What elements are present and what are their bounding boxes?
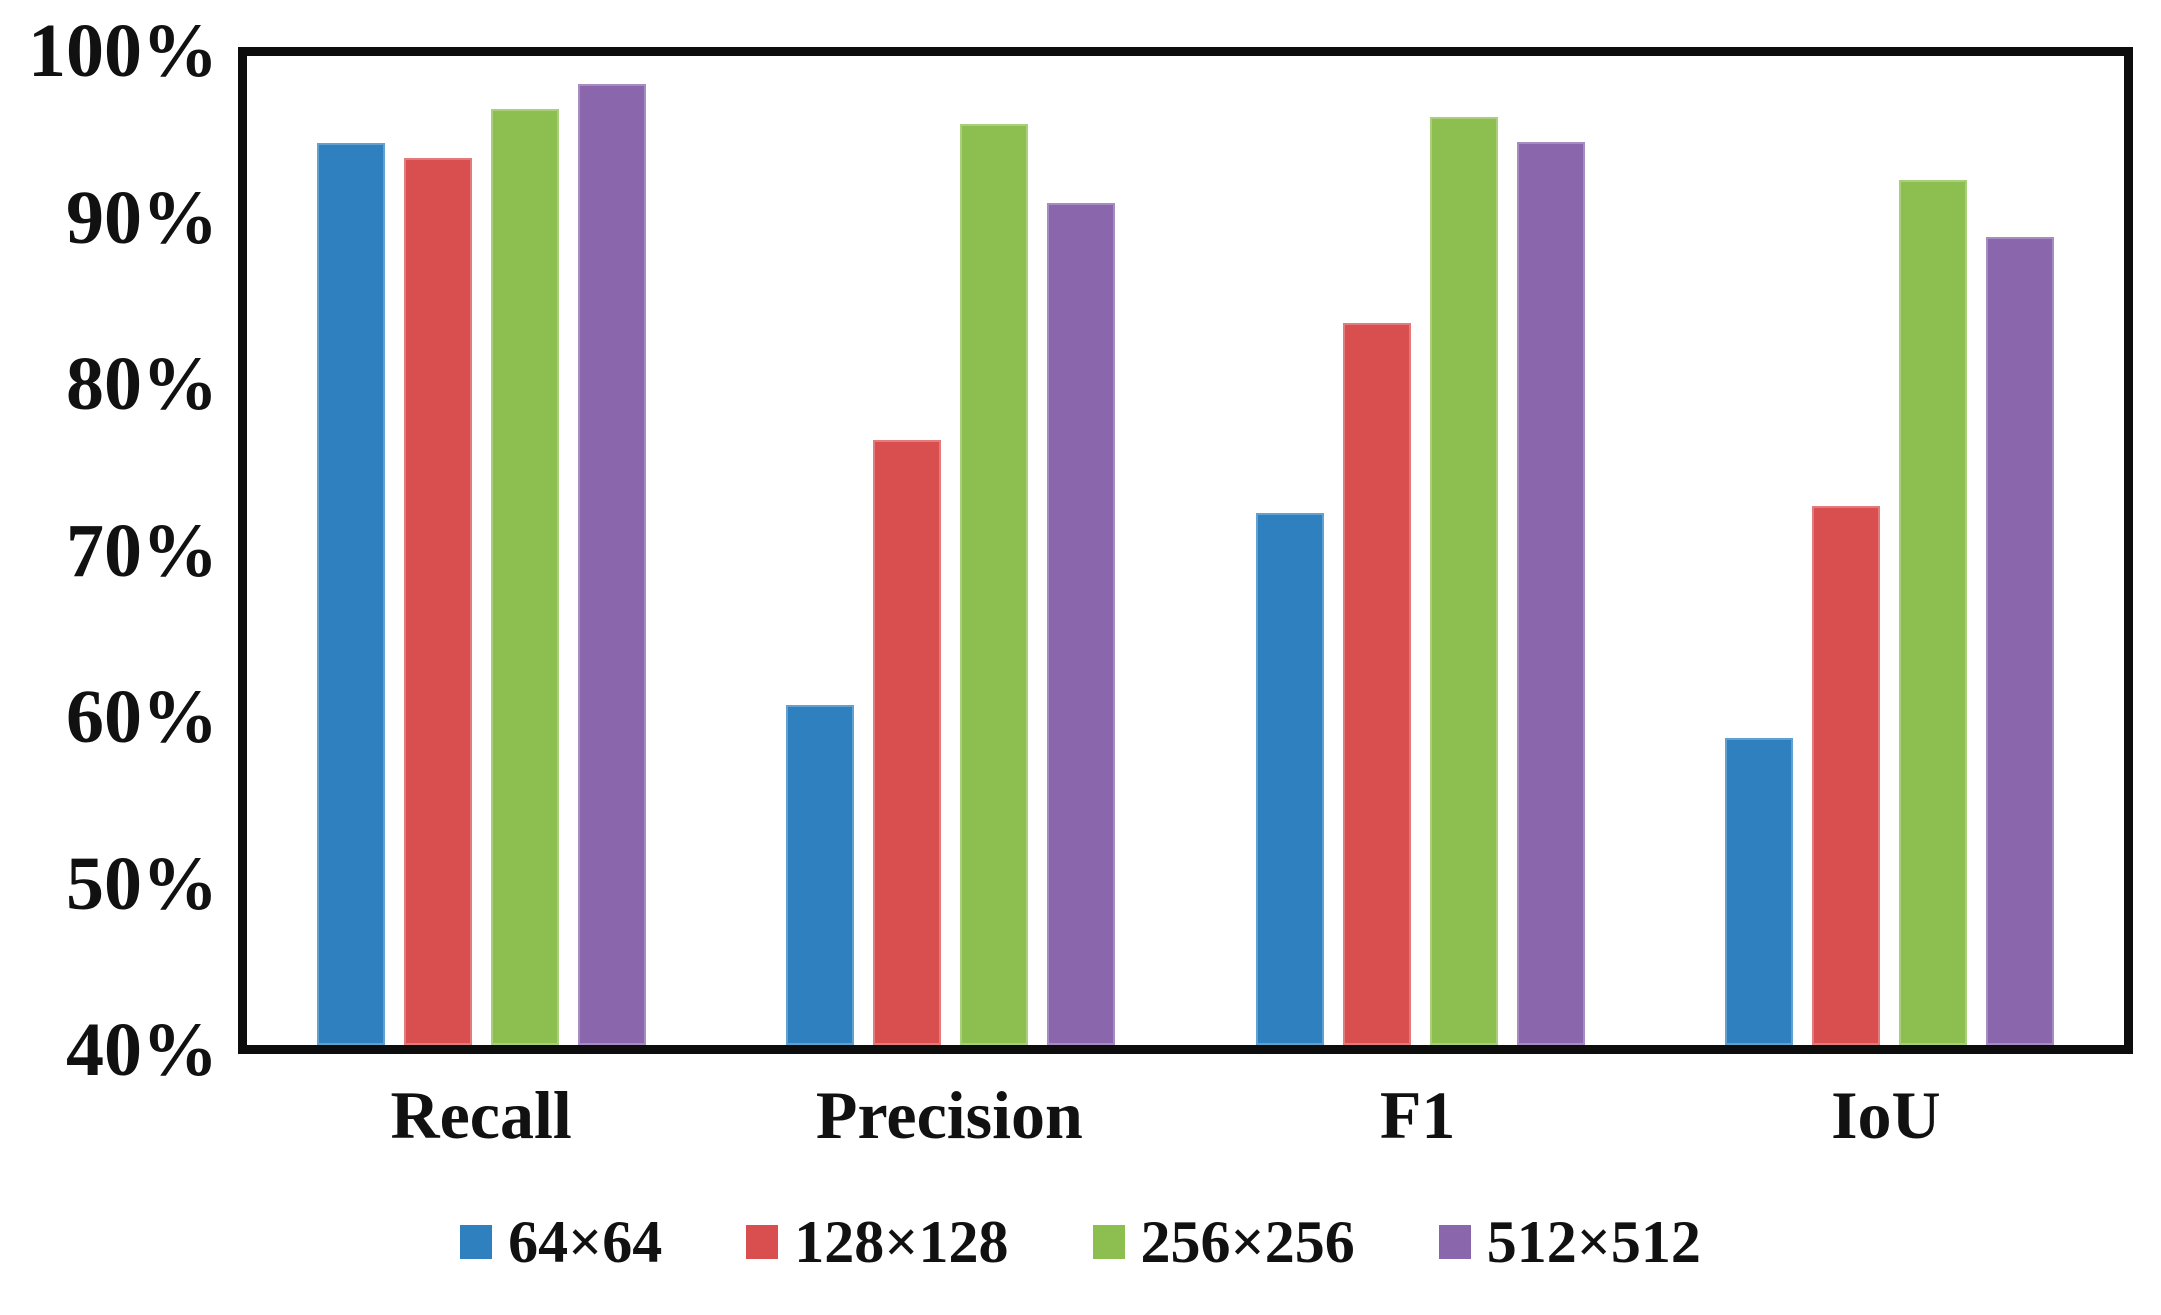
bar-64×64-f1	[1255, 512, 1324, 1045]
legend-item-256×256: 256×256	[1092, 1209, 1355, 1275]
bar-256×256-f1	[1429, 117, 1498, 1045]
bar-group-iou	[1655, 56, 2124, 1045]
bar-64×64-iou	[1724, 738, 1793, 1045]
y-tick-label: 80%	[66, 342, 218, 426]
y-axis-labels: 100% 90% 80% 70% 60% 50% 40%	[0, 13, 218, 1088]
legend-label: 64×64	[508, 1209, 663, 1275]
legend-item-64×64: 64×64	[460, 1212, 662, 1272]
bar-512×512-recall	[578, 84, 647, 1045]
legend: 64×64 128×128 256×256 512×512	[0, 1212, 2161, 1272]
x-axis-labels: Recall Precision F1 IoU	[247, 1078, 2120, 1153]
legend-label: 256×256	[1140, 1209, 1355, 1275]
x-category-label-recall: Recall	[390, 1077, 572, 1153]
y-tick-label: 100%	[28, 9, 218, 93]
x-category-label-iou: IoU	[1831, 1077, 1941, 1153]
x-category-label-precision: Precision	[815, 1077, 1083, 1153]
legend-item-512×512: 512×512	[1438, 1209, 1701, 1275]
y-tick-label: 70%	[66, 508, 218, 593]
legend-item-128×128: 128×128	[746, 1209, 1009, 1275]
legend-swatch-icon	[1092, 1225, 1125, 1259]
legend-label: 512×512	[1486, 1209, 1701, 1275]
legend-label: 128×128	[794, 1209, 1009, 1275]
legend-swatch-icon	[746, 1225, 779, 1259]
y-tick-label: 60%	[66, 675, 218, 759]
bar-256×256-iou	[1898, 179, 1967, 1045]
bar-64×64-recall	[317, 143, 386, 1045]
bar-64×64-precision	[786, 705, 855, 1045]
bar-128×128-iou	[1811, 506, 1880, 1045]
bar-128×128-recall	[404, 158, 473, 1045]
bar-128×128-precision	[873, 440, 942, 1045]
x-category-label-f1: F1	[1379, 1077, 1456, 1153]
bar-group-recall	[247, 56, 716, 1045]
legend-swatch-icon	[460, 1225, 493, 1259]
bar-256×256-precision	[960, 123, 1029, 1045]
bar-256×256-recall	[491, 108, 560, 1045]
bar-group-precision	[716, 56, 1185, 1045]
y-tick-label: 90%	[66, 175, 218, 260]
y-tick-label: 40%	[66, 1008, 218, 1092]
bar-512×512-precision	[1047, 202, 1116, 1045]
bar-group-f1	[1186, 56, 1655, 1045]
bar-128×128-f1	[1342, 323, 1411, 1045]
y-tick-label: 50%	[66, 841, 218, 926]
plot-area	[238, 47, 2133, 1054]
bar-512×512-f1	[1516, 141, 1585, 1045]
bar-512×512-iou	[1985, 237, 2054, 1045]
legend-swatch-icon	[1438, 1225, 1471, 1259]
bar-groups	[247, 56, 2124, 1045]
